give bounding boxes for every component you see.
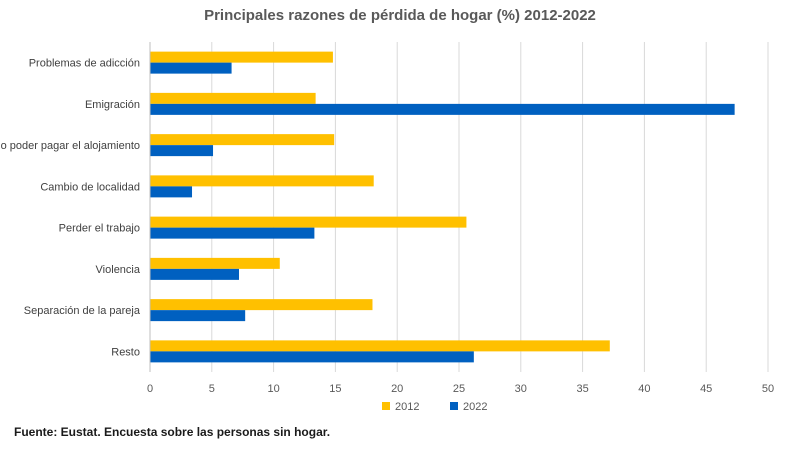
axes: 0 5 10 15 20 25 30 35 40 45 50 Problemas de adicció… — [0, 42, 774, 395]
bars — [150, 51, 735, 363]
y-tick-label: Separación de la pareja — [24, 305, 141, 317]
y-tick-label: No poder pagar el alojamiento — [0, 140, 140, 152]
bar-2022 — [150, 268, 239, 280]
legend-swatch-2012 — [382, 402, 390, 410]
y-tick-label: Perder el trabajo — [59, 223, 140, 235]
y-tick-label: Emigración — [85, 99, 140, 111]
bar-2022 — [150, 310, 246, 322]
chart-title: Principales razones de pérdida de hogar … — [204, 7, 596, 24]
y-tick-label: Problemas de adicción — [29, 58, 140, 70]
bar-2022 — [150, 227, 315, 239]
bar-2022 — [150, 186, 193, 198]
x-tick-label: 10 — [267, 383, 279, 395]
bar-2012 — [150, 257, 280, 269]
x-tick-label: 35 — [576, 383, 588, 395]
y-tick-label: Resto — [111, 346, 140, 358]
bar-2012 — [150, 175, 374, 187]
bar-2012 — [150, 51, 333, 63]
bar-2012 — [150, 134, 335, 146]
x-tick-label: 0 — [147, 383, 153, 395]
bar-2022 — [150, 351, 474, 363]
x-tick-label: 30 — [515, 383, 527, 395]
x-tick-label: 20 — [391, 383, 403, 395]
bar-2022 — [150, 62, 232, 74]
x-tick-label: 25 — [453, 383, 465, 395]
bar-2012 — [150, 216, 467, 228]
legend-swatch-2022 — [450, 402, 458, 410]
grid-lines — [149, 42, 769, 372]
legend-label-2022: 2022 — [463, 401, 487, 413]
x-tick-label: 5 — [209, 383, 215, 395]
source-note: Fuente: Eustat. Encuesta sobre las perso… — [14, 425, 331, 439]
legend-label-2012: 2012 — [395, 401, 419, 413]
bar-2012 — [150, 299, 373, 311]
bar-2012 — [150, 92, 316, 104]
y-tick-label: Cambio de localidad — [40, 181, 140, 193]
x-tick-label: 15 — [329, 383, 341, 395]
legend: 2012 2022 — [382, 401, 487, 413]
bar-2012 — [150, 340, 610, 352]
x-tick-label: 45 — [700, 383, 712, 395]
x-tick-label: 50 — [762, 383, 774, 395]
x-tick-label: 40 — [638, 383, 650, 395]
y-tick-label: Violencia — [96, 264, 141, 276]
bar-2022 — [150, 103, 735, 115]
bar-2022 — [150, 145, 214, 157]
